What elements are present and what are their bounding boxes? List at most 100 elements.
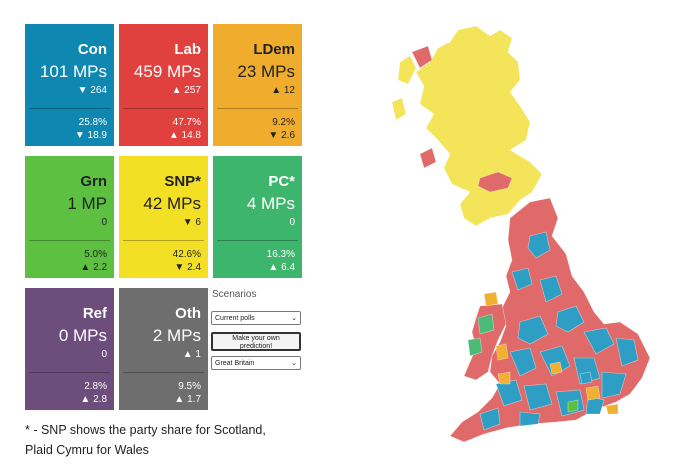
party-share-change: ▲ 2.8: [80, 394, 107, 405]
party-seats: 4 MPs: [246, 194, 295, 213]
other-seat-area: [605, 403, 619, 415]
party-vote-share: 5.0%: [84, 249, 107, 260]
map-other-seats: [467, 291, 619, 415]
other-seat-area: [567, 399, 579, 413]
scotland-west-lab: [411, 45, 437, 169]
party-name: Grn: [80, 173, 107, 190]
other-seat-area: [497, 371, 511, 385]
party-vote-share: 47.7%: [172, 117, 201, 128]
party-results-grid: Con 101 MPs ▼ 264 25.8% ▼ 18.9 Lab 459 M…: [25, 24, 305, 414]
con-seat-area: [511, 267, 533, 291]
party-tile-ldem: LDem 23 MPs ▲ 12 9.2% ▼ 2.6: [213, 24, 302, 146]
party-name: LDem: [253, 41, 295, 58]
party-share-change: ▲ 2.2: [80, 262, 107, 273]
other-seat-area: [579, 371, 593, 385]
con-seat-area: [539, 275, 563, 303]
party-vote-share: 2.8%: [84, 381, 107, 392]
party-tile-con: Con 101 MPs ▼ 264 25.8% ▼ 18.9: [25, 24, 114, 146]
party-tile-lab: Lab 459 MPs ▲ 257 47.7% ▲ 14.8: [119, 24, 208, 146]
other-seat-area: [495, 343, 509, 361]
party-vote-share: 16.3%: [266, 249, 295, 260]
party-name: Ref: [82, 305, 107, 322]
scotland-shape: [415, 25, 543, 227]
party-seats: 101 MPs: [39, 62, 107, 81]
party-name: Lab: [174, 41, 201, 58]
party-seats: 1 MP: [67, 194, 107, 213]
map-region-scotland: [391, 25, 543, 227]
tile-divider: [217, 108, 298, 109]
party-seat-change: 0: [101, 217, 107, 228]
other-seat-area: [477, 313, 495, 335]
con-seat-area: [601, 371, 627, 399]
party-share-change: ▲ 6.4: [268, 262, 295, 273]
footnote-line1: * - SNP shows the party share for Scotla…: [25, 423, 266, 437]
wales-shape: [463, 303, 507, 381]
chevron-down-icon: ⌄: [291, 315, 297, 322]
party-tile-grn: Grn 1 MP 0 5.0% ▲ 2.2: [25, 156, 114, 278]
snp-pc-footnote: * - SNP shows the party share for Scotla…: [25, 420, 325, 460]
party-seat-change: ▲ 1: [182, 349, 201, 360]
con-seat-area: [527, 231, 551, 259]
party-share-change: ▲ 1.7: [174, 394, 201, 405]
party-name: SNP*: [164, 173, 201, 190]
tile-divider: [123, 372, 204, 373]
party-share-change: ▼ 2.4: [174, 262, 201, 273]
scotland-islands-west: [391, 55, 417, 121]
other-seat-area: [483, 291, 499, 307]
constituency-map[interactable]: [380, 22, 670, 452]
party-seat-change: 0: [289, 217, 295, 228]
make-prediction-line2: prediction!: [239, 342, 273, 350]
party-tile-snp: SNP* 42 MPs ▼ 6 42.6% ▼ 2.4: [119, 156, 208, 278]
party-vote-share: 9.5%: [178, 381, 201, 392]
scenario-select-value: Current polls: [215, 314, 255, 322]
scenario-select[interactable]: Current polls ⌄: [211, 311, 301, 325]
con-seat-area: [509, 347, 537, 377]
party-seats: 23 MPs: [237, 62, 295, 81]
tile-divider: [123, 240, 204, 241]
con-seat-area: [583, 327, 615, 355]
party-name: Oth: [175, 305, 201, 322]
other-seat-area: [585, 385, 601, 401]
con-seat-area: [523, 383, 553, 411]
party-seats: 0 MPs: [58, 326, 107, 345]
other-seat-area: [467, 337, 483, 357]
con-seat-area: [479, 407, 501, 431]
party-seat-change: ▲ 257: [171, 85, 201, 96]
party-seat-change: ▼ 6: [182, 217, 201, 228]
tile-divider: [29, 372, 110, 373]
chevron-down-icon: ⌄: [291, 360, 297, 367]
party-seats: 42 MPs: [143, 194, 201, 213]
scotland-central-lab: [477, 171, 513, 193]
party-share-change: ▲ 14.8: [168, 130, 201, 141]
party-name: Con: [77, 41, 107, 58]
make-prediction-line1: Make your own: [232, 335, 280, 342]
footnote-line2: Plaid Cymru for Wales: [25, 443, 149, 457]
party-share-change: ▼ 18.9: [74, 130, 107, 141]
party-seat-change: ▲ 12: [271, 85, 295, 96]
party-tile-oth: Oth 2 MPs ▲ 1 9.5% ▲ 1.7: [119, 288, 208, 410]
party-seat-change: 0: [101, 349, 107, 360]
party-seats: 459 MPs: [133, 62, 201, 81]
tile-divider: [29, 240, 110, 241]
con-seat-area: [517, 315, 549, 345]
scenarios-label: Scenarios: [212, 289, 257, 300]
party-vote-share: 9.2%: [272, 117, 295, 128]
con-seat-area: [555, 305, 585, 333]
con-seat-area: [615, 337, 639, 367]
con-seat-area: [539, 345, 571, 377]
party-vote-share: 25.8%: [78, 117, 107, 128]
region-select-value: Great Britain: [215, 359, 255, 367]
con-seat-area: [519, 411, 541, 427]
party-seat-change: ▼ 264: [77, 85, 107, 96]
region-select[interactable]: Great Britain ⌄: [211, 356, 301, 370]
con-seat-area: [585, 395, 605, 415]
tile-divider: [217, 240, 298, 241]
other-seat-area: [549, 361, 563, 375]
tile-divider: [29, 108, 110, 109]
party-tile-ref: Ref 0 MPs 0 2.8% ▲ 2.8: [25, 288, 114, 410]
party-name: PC*: [268, 173, 295, 190]
party-vote-share: 42.6%: [172, 249, 201, 260]
party-share-change: ▼ 2.6: [268, 130, 295, 141]
party-tile-pc: PC* 4 MPs 0 16.3% ▲ 6.4: [213, 156, 302, 278]
make-prediction-button[interactable]: Make your own prediction!: [211, 332, 301, 351]
